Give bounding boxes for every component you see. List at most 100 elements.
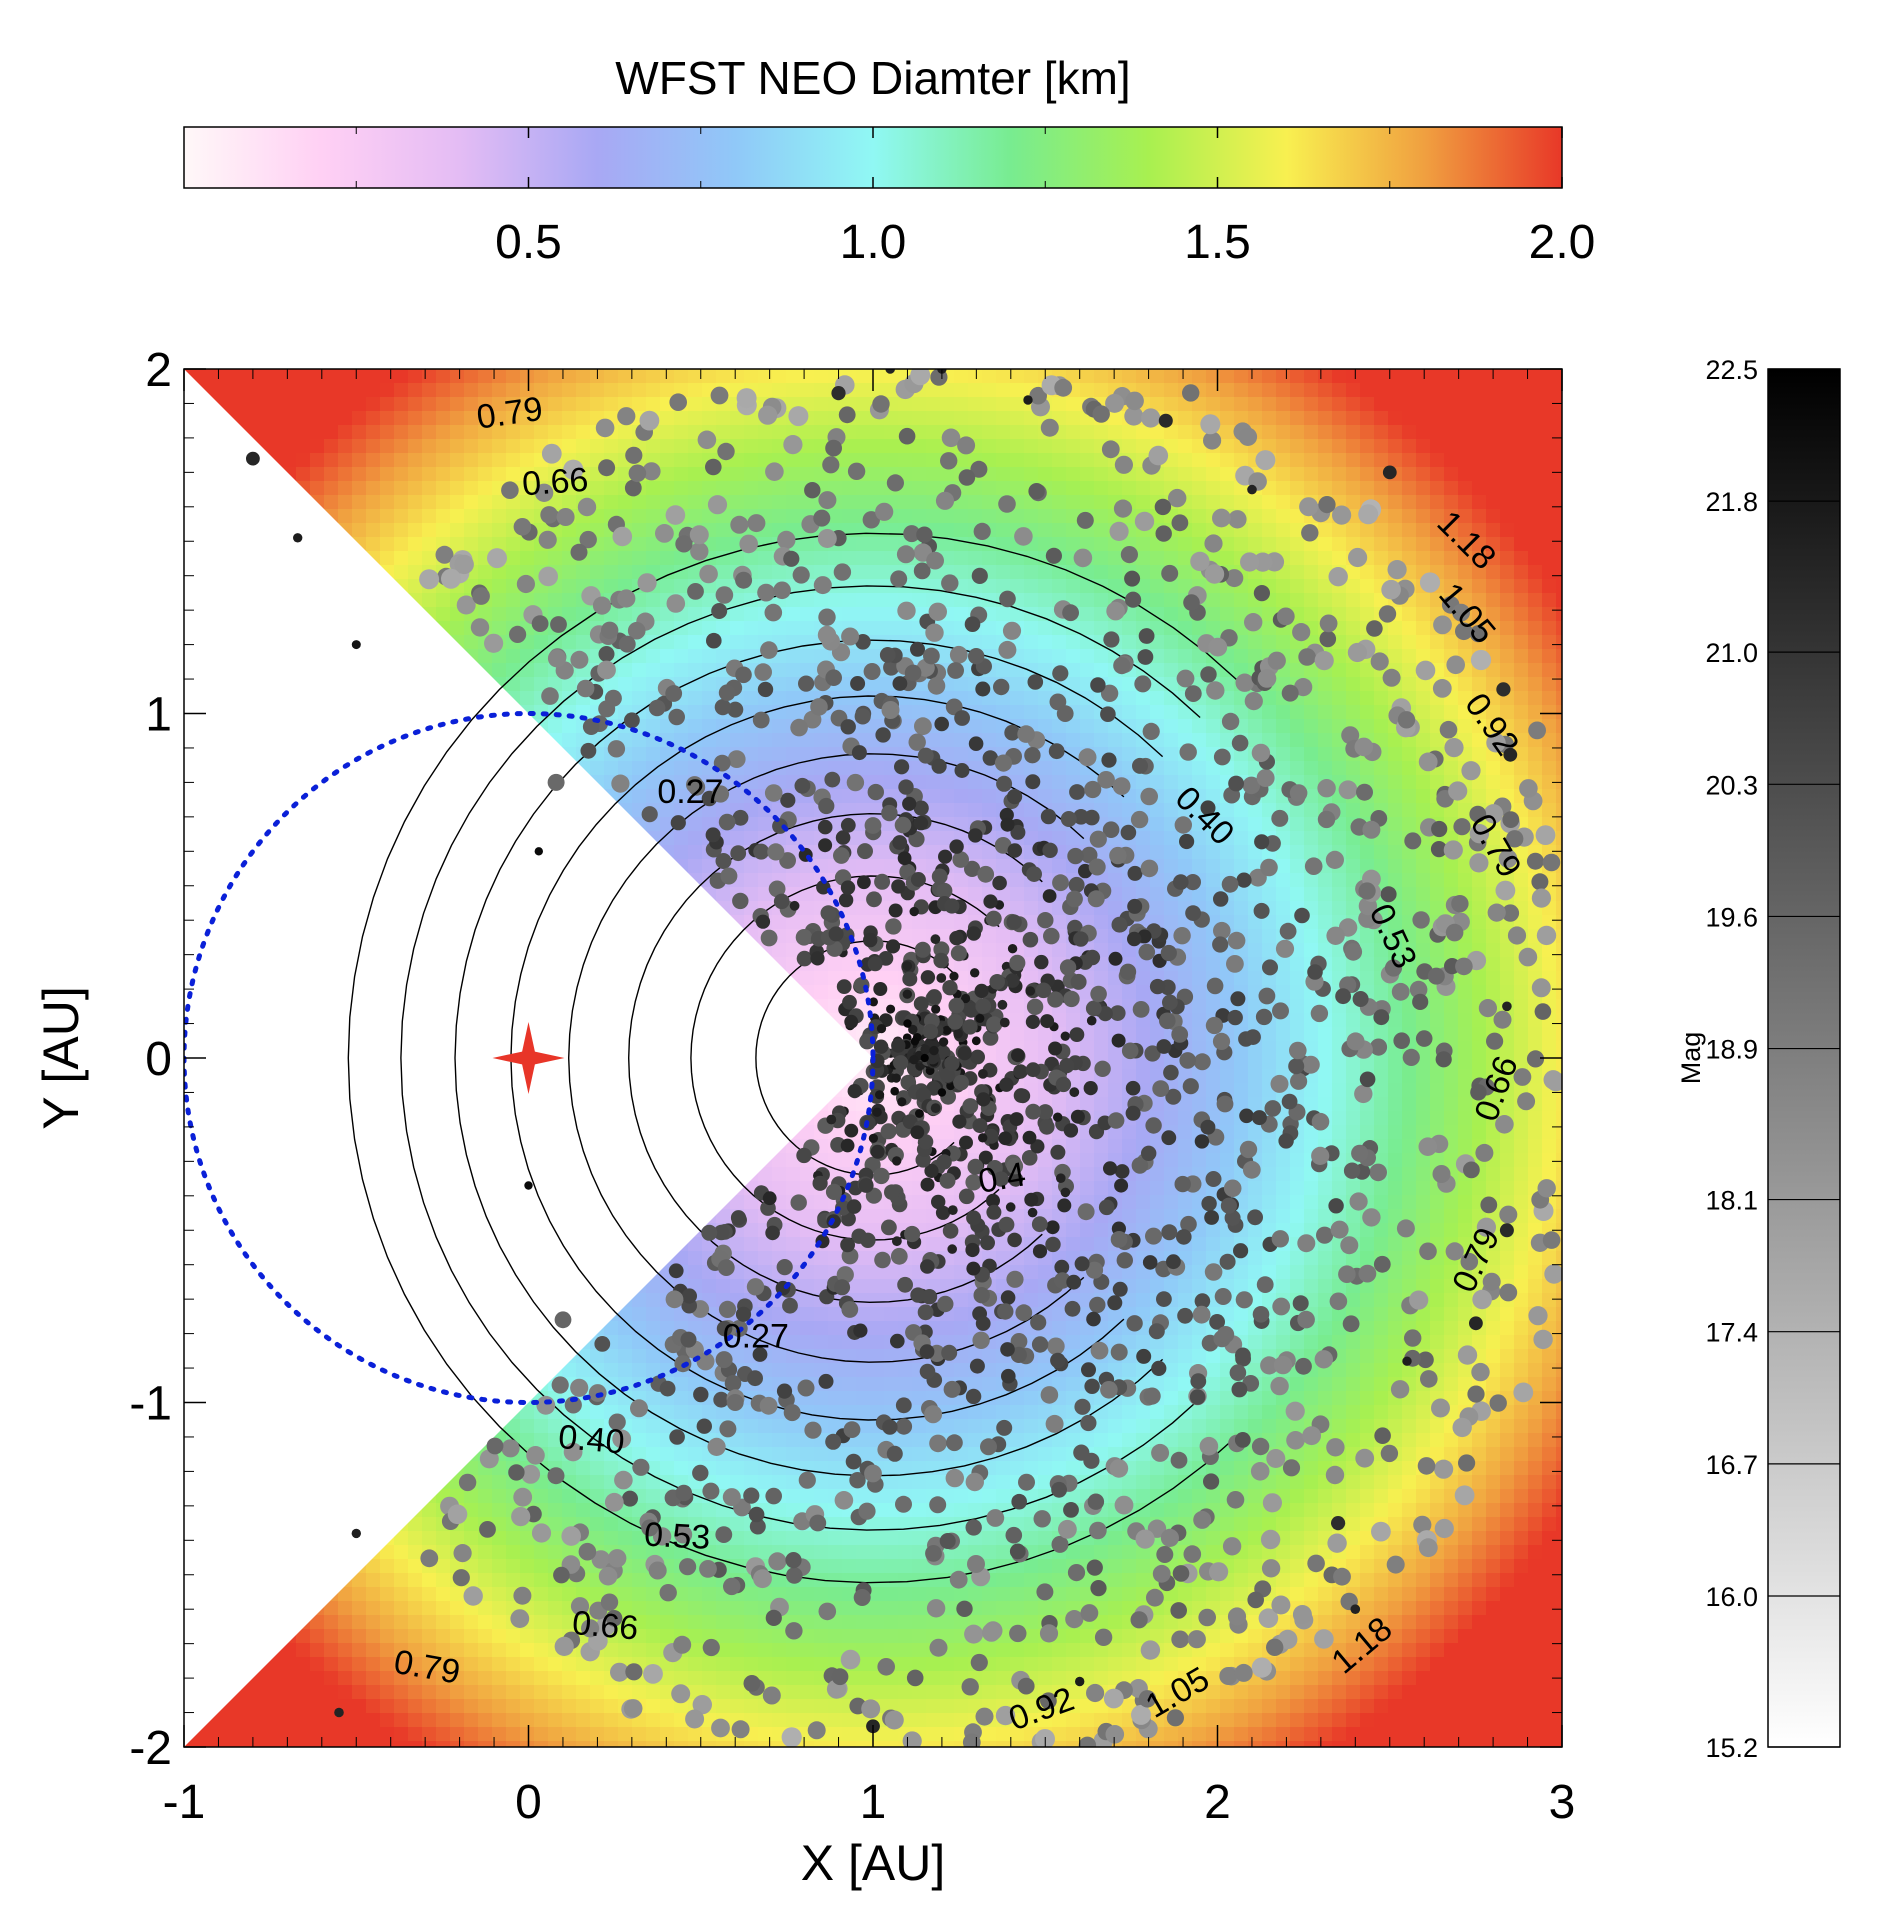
field-cell bbox=[1528, 439, 1543, 454]
field-cell bbox=[1136, 691, 1151, 706]
field-cell bbox=[1374, 565, 1389, 580]
field-cell bbox=[1122, 439, 1137, 454]
field-cell bbox=[646, 719, 661, 734]
field-cell bbox=[1360, 719, 1375, 734]
field-cell bbox=[842, 691, 857, 706]
field-cell bbox=[1360, 369, 1375, 384]
field-cell bbox=[1360, 453, 1375, 468]
field-cell bbox=[744, 439, 759, 454]
field-cell bbox=[786, 509, 801, 524]
field-cell bbox=[1402, 803, 1417, 818]
field-cell bbox=[408, 565, 423, 580]
field-cell bbox=[842, 957, 857, 972]
field-cell bbox=[1542, 1027, 1557, 1042]
field-cell bbox=[926, 789, 941, 804]
field-cell bbox=[1164, 859, 1179, 874]
field-cell bbox=[1556, 411, 1562, 426]
field-cell bbox=[1528, 747, 1543, 762]
field-cell bbox=[576, 607, 591, 622]
field-cell bbox=[1486, 705, 1501, 720]
field-cell bbox=[1402, 761, 1417, 776]
field-cell bbox=[548, 467, 563, 482]
field-cell bbox=[786, 369, 801, 384]
field-cell bbox=[1416, 677, 1431, 692]
field-cell bbox=[1010, 1013, 1025, 1028]
field-cell bbox=[688, 635, 703, 650]
field-cell bbox=[772, 663, 787, 678]
field-cell bbox=[1472, 1041, 1487, 1056]
field-cell bbox=[842, 439, 857, 454]
field-cell bbox=[1486, 691, 1501, 706]
field-cell bbox=[1332, 397, 1347, 412]
field-cell bbox=[506, 537, 521, 552]
field-cell bbox=[1514, 453, 1529, 468]
field-cell bbox=[464, 369, 479, 384]
field-cell bbox=[1556, 579, 1562, 594]
field-cell bbox=[800, 873, 815, 888]
field-cell bbox=[534, 467, 549, 482]
field-cell bbox=[478, 537, 493, 552]
field-cell bbox=[562, 579, 577, 594]
field-cell bbox=[1514, 565, 1529, 580]
field-cell bbox=[1192, 929, 1207, 944]
field-cell bbox=[1192, 971, 1207, 986]
field-cell bbox=[464, 481, 479, 496]
field-cell bbox=[1150, 565, 1165, 580]
field-cell bbox=[394, 537, 409, 552]
field-cell bbox=[338, 495, 353, 510]
field-cell bbox=[772, 705, 787, 720]
field-cell bbox=[660, 747, 675, 762]
field-cell bbox=[366, 383, 381, 398]
field-cell bbox=[394, 397, 409, 412]
field-cell bbox=[1388, 873, 1403, 888]
field-cell bbox=[450, 383, 465, 398]
field-cell bbox=[1514, 523, 1529, 538]
field-cell bbox=[1094, 663, 1109, 678]
field-cell bbox=[282, 439, 297, 454]
field-cell bbox=[968, 845, 983, 860]
field-cell bbox=[1346, 467, 1361, 482]
field-cell bbox=[1262, 439, 1277, 454]
field-cell bbox=[1038, 523, 1053, 538]
field-cell bbox=[506, 593, 521, 608]
field-cell bbox=[1220, 495, 1235, 510]
field-cell bbox=[492, 621, 507, 636]
field-cell bbox=[1346, 607, 1361, 622]
field-cell bbox=[562, 369, 577, 384]
field-cell bbox=[800, 971, 815, 986]
field-cell bbox=[604, 383, 619, 398]
field-cell bbox=[1542, 677, 1557, 692]
field-cell bbox=[842, 761, 857, 776]
field-cell bbox=[492, 383, 507, 398]
field-cell bbox=[646, 439, 661, 454]
field-cell bbox=[870, 761, 885, 776]
field-cell bbox=[786, 607, 801, 622]
field-cell bbox=[548, 495, 563, 510]
field-cell bbox=[1360, 705, 1375, 720]
field-cell bbox=[1458, 705, 1473, 720]
field-cell bbox=[1486, 663, 1501, 678]
field-cell bbox=[352, 411, 367, 426]
field-cell bbox=[1024, 509, 1039, 524]
field-cell bbox=[324, 383, 339, 398]
field-cell bbox=[436, 607, 451, 622]
field-cell bbox=[506, 369, 521, 384]
field-cell bbox=[282, 425, 297, 440]
field-cell bbox=[954, 803, 969, 818]
field-cell bbox=[1556, 747, 1562, 762]
field-cell bbox=[1164, 607, 1179, 622]
field-cell bbox=[1402, 887, 1417, 902]
field-cell bbox=[730, 733, 745, 748]
field-cell bbox=[1262, 635, 1277, 650]
field-cell bbox=[632, 663, 647, 678]
field-cell bbox=[478, 397, 493, 412]
field-cell bbox=[1108, 551, 1123, 566]
field-cell bbox=[1458, 873, 1473, 888]
field-cell bbox=[1402, 537, 1417, 552]
field-cell bbox=[1290, 887, 1305, 902]
field-cell bbox=[1402, 467, 1417, 482]
field-cell bbox=[1374, 691, 1389, 706]
field-cell bbox=[366, 495, 381, 510]
field-cell bbox=[1514, 495, 1529, 510]
field-cell bbox=[352, 453, 367, 468]
